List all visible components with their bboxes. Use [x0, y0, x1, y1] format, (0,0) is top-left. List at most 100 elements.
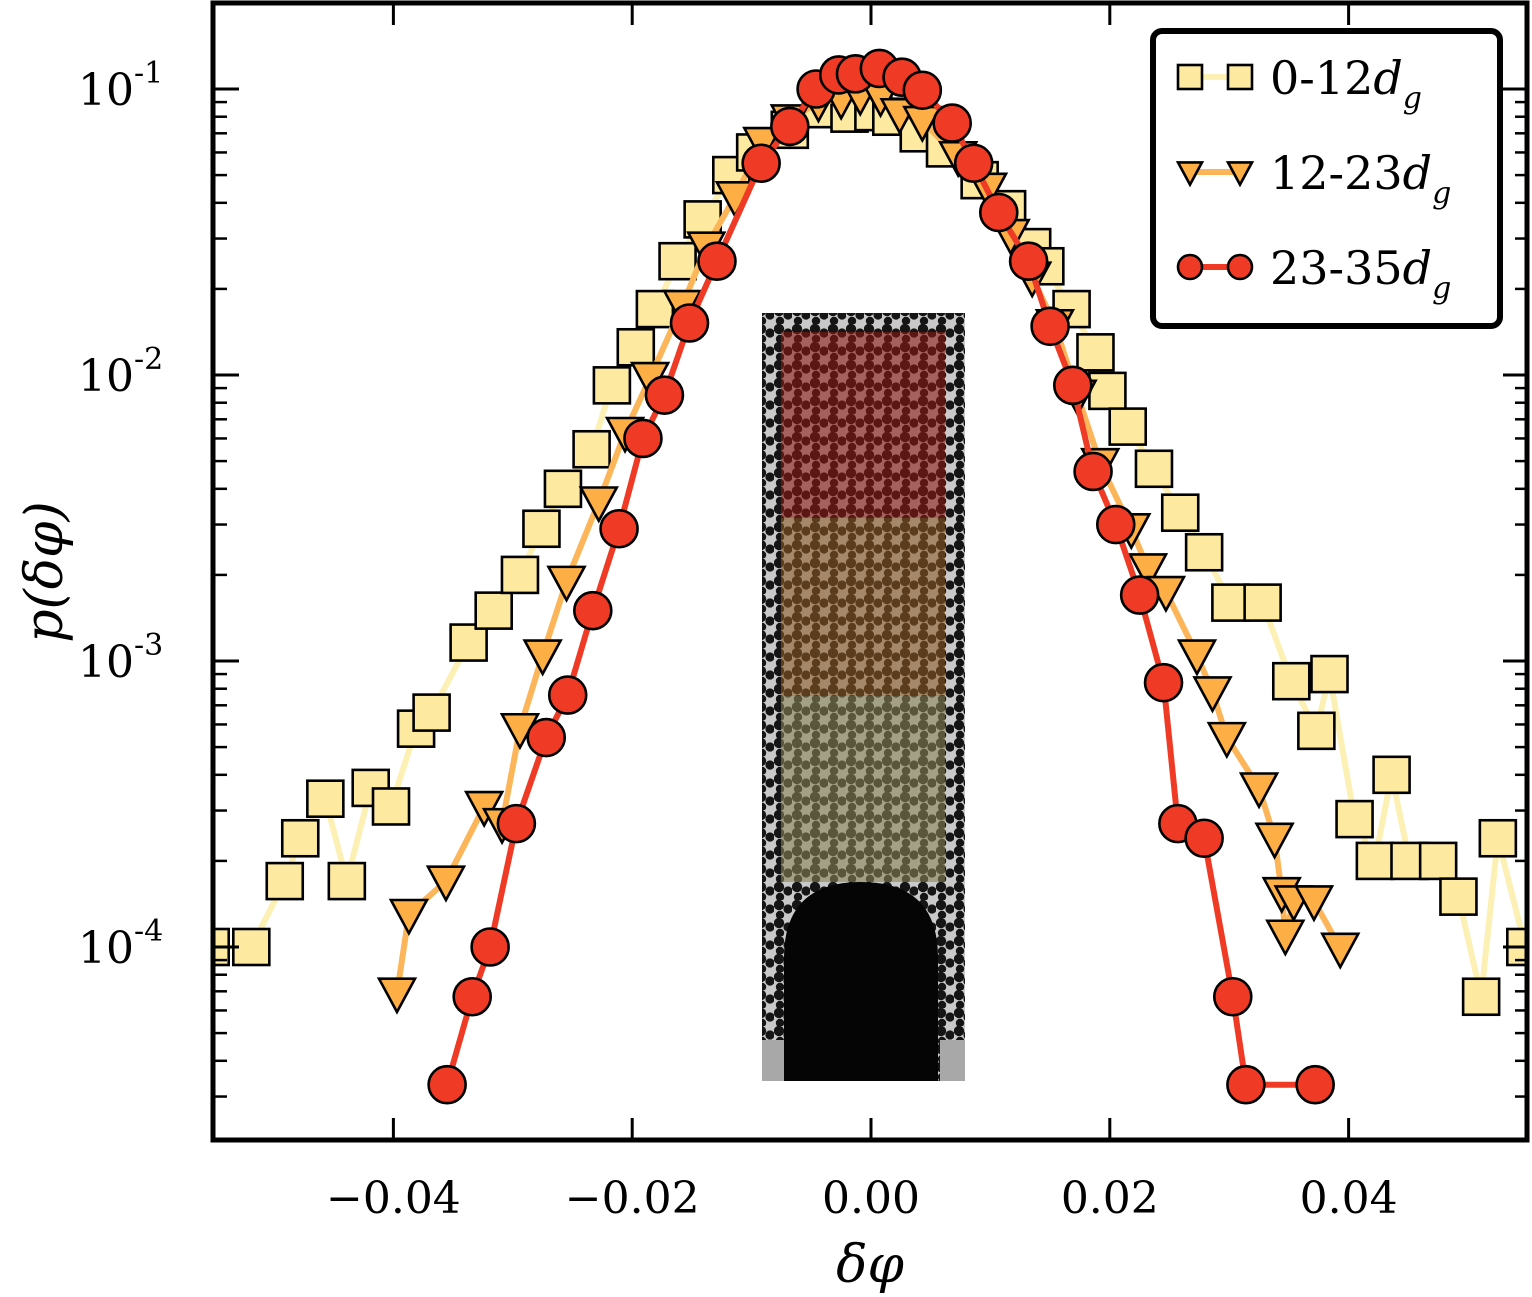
data-point-0-12-19: [658, 241, 697, 281]
data-point-23-35-7: [599, 508, 639, 549]
data-point-23-35-10: [669, 303, 710, 343]
data-point-0-12-52: [1461, 977, 1501, 1017]
legend-marker-end: [1225, 161, 1255, 188]
data-point-0-12-45: [1310, 654, 1349, 694]
data-point-0-12-17: [616, 327, 656, 367]
y-tick-label: 10-1: [78, 56, 163, 116]
data-point-23-35-13: [770, 106, 810, 147]
data-point-23-35-21: [953, 143, 994, 184]
data-point-0-12-43: [1271, 661, 1311, 701]
data-point-0-12-50: [1418, 841, 1458, 881]
data-point-12-23-32: [1176, 639, 1218, 677]
data-point-0-12-3: [280, 818, 320, 858]
y-tick-label: 10-4: [78, 914, 163, 974]
data-point-0-12-48: [1372, 755, 1411, 795]
data-point-0-12-15: [572, 429, 611, 469]
data-point-0-12-38: [1134, 449, 1174, 489]
data-point-23-35-9: [644, 375, 685, 415]
data-point-23-35-26: [1073, 451, 1113, 492]
data-point-0-12-14: [543, 469, 583, 509]
data-point-0-12-4: [306, 779, 345, 819]
legend-item-12-23: 12-23dg: [1175, 146, 1451, 211]
data-point-12-23-30: [1127, 553, 1169, 591]
legend-label: 0-12dg: [1270, 51, 1422, 116]
data-point-0-12-36: [1088, 371, 1127, 411]
legend-item-23-35: 23-35dg: [1176, 241, 1451, 306]
data-point-12-23-7: [546, 565, 587, 603]
packing-inset-image: [762, 313, 965, 1081]
y-axis-title: p(δφ): [15, 501, 75, 643]
x-axis-title: δφ: [836, 1235, 904, 1295]
legend-marker-end: [1226, 253, 1254, 281]
legend-marker-start: [1176, 253, 1204, 281]
data-point-12-23-35: [1238, 772, 1280, 810]
data-point-23-35-28: [1119, 575, 1160, 615]
data-point-23-35-20: [932, 103, 972, 143]
y-tick-label: 10-3: [78, 628, 163, 688]
x-tick-label: 0.00: [822, 1173, 920, 1224]
x-tick-label: −0.02: [565, 1173, 700, 1224]
data-point-23-35-0: [427, 1064, 467, 1105]
data-point-23-35-19: [902, 70, 943, 111]
series-23-35: [427, 48, 1335, 1105]
x-tick-label: 0.02: [1061, 1173, 1159, 1224]
data-point-0-12-10: [449, 623, 488, 662]
data-point-0-12-7: [371, 787, 411, 826]
data-point-0-12-53: [1478, 818, 1518, 858]
data-point-23-35-34: [1295, 1064, 1335, 1105]
data-point-23-35-6: [572, 590, 613, 631]
legend-marker-end: [1226, 63, 1254, 91]
data-point-0-12-5: [327, 861, 367, 901]
data-point-23-35-11: [697, 241, 737, 281]
legend-marker-start: [1175, 161, 1205, 188]
data-point-0-12-2: [265, 861, 305, 901]
data-point-12-23-40: [1293, 885, 1335, 923]
data-point-12-23-38: [1265, 919, 1306, 957]
data-point-23-35-33: [1226, 1064, 1266, 1105]
data-point-0-12-35: [1076, 333, 1115, 372]
data-point-0-12-9: [412, 693, 451, 732]
data-point-12-23-36: [1254, 822, 1295, 860]
legend-label: 12-23dg: [1270, 146, 1451, 211]
data-point-23-35-3: [496, 803, 537, 844]
data-point-23-35-5: [547, 675, 588, 715]
legend-item-0-12: 0-12dg: [1176, 51, 1422, 116]
series-layer: [215, 48, 1527, 1105]
data-point-23-35-4: [526, 717, 567, 758]
data-point-0-12-40: [1184, 532, 1224, 572]
legend-marker-start: [1176, 63, 1204, 91]
data-point-12-23-34: [1206, 721, 1247, 760]
data-point-0-12-12: [500, 555, 540, 595]
data-point-0-12-11: [474, 591, 513, 630]
data-point-23-35-29: [1143, 662, 1184, 703]
legend: 0-12dg 12-23dg 23-35dg: [1150, 28, 1503, 329]
data-point-12-23-1: [388, 898, 430, 937]
data-point-0-12-39: [1160, 493, 1200, 533]
y-tick-label: 10-2: [78, 342, 163, 402]
data-point-12-23-8: [578, 486, 619, 524]
data-point-23-35-24: [1030, 306, 1070, 347]
data-point-0-12-46: [1335, 799, 1374, 839]
data-point-12-23-33: [1192, 676, 1233, 714]
data-point-23-35-12: [741, 143, 781, 184]
data-point-0-12-47: [1355, 841, 1395, 881]
data-point-0-12-51: [1439, 877, 1478, 916]
data-point-23-35-31: [1184, 818, 1224, 859]
data-point-12-23-6: [522, 639, 563, 677]
x-tick-label: 0.04: [1300, 1173, 1398, 1224]
x-tick-label: −0.04: [326, 1173, 461, 1224]
legend-frame: [1150, 28, 1503, 329]
data-point-23-35-25: [1052, 365, 1093, 406]
data-point-12-23-0: [376, 977, 418, 1015]
data-point-0-12-41: [1211, 583, 1250, 622]
data-point-0-12-16: [592, 366, 632, 405]
data-point-23-35-1: [452, 976, 493, 1017]
data-point-12-23-2: [425, 865, 467, 903]
data-point-23-35-8: [623, 418, 663, 459]
data-point-0-12-44: [1297, 711, 1336, 751]
data-point-0-12-42: [1243, 583, 1282, 622]
data-point-23-35-27: [1095, 504, 1136, 545]
data-point-23-35-2: [470, 927, 510, 967]
data-point-12-23-41: [1320, 932, 1361, 970]
